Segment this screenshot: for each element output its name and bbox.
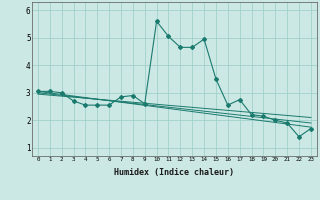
X-axis label: Humidex (Indice chaleur): Humidex (Indice chaleur) xyxy=(115,168,234,177)
